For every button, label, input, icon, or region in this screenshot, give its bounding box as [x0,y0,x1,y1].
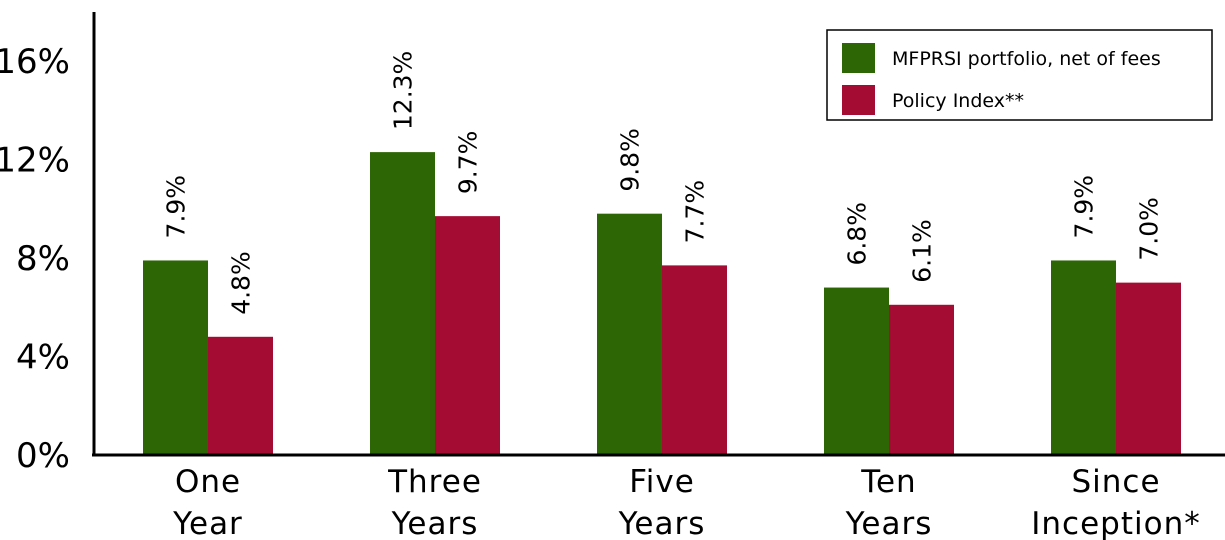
bar-policy-index [435,216,500,455]
data-label: 6.8% [843,202,872,266]
bar-portfolio [597,213,662,455]
data-label: 7.9% [1070,175,1099,239]
bars [143,152,1181,456]
legend-label-mfprsi-portfolio: MFPRSI portfolio, net of fees [892,48,1161,70]
x-category-label: One Year [172,464,243,540]
data-label: 7.9% [162,175,191,239]
y-tick-label: 4% [16,338,70,378]
bar-policy-index [208,336,273,455]
bar-policy-index [662,265,727,455]
legend-swatch-policy-index [842,85,875,115]
y-tick-label: 16% [0,42,70,82]
bar-portfolio [824,287,889,455]
x-axis-category-labels: One Year Three Years Five Years Ten Years Since I… [172,464,1200,540]
bar-portfolio [370,152,435,456]
x-category-label: Ten Years [845,464,933,540]
data-label: 7.7% [681,180,710,244]
legend-box [826,29,1213,121]
legend-label-policy-index: Policy Index** [892,90,1024,112]
legend: MFPRSI portfolio, net of fees Policy Ind… [826,29,1213,121]
data-label: 7.0% [1135,197,1164,261]
data-label: 4.8% [227,251,256,315]
y-tick-label: 8% [16,239,70,279]
bar-portfolio [1051,260,1116,455]
y-tick-label: 12% [0,141,70,181]
data-label: 9.8% [616,128,645,192]
bar-policy-index [889,304,954,455]
y-axis-tick-labels: 0% 4% 8% 12% 16% [0,42,70,476]
y-tick-label: 0% [16,436,70,476]
x-category-label: Five Years [618,464,706,540]
legend-swatch-mfprsi-portfolio [842,43,875,73]
data-label: 12.3% [389,51,418,130]
data-label: 9.7% [454,131,483,195]
data-label: 6.1% [908,219,937,283]
bar-policy-index [1116,282,1181,455]
data-labels: 7.9% 12.3% 9.8% 6.8% 7.9% 4.8% 9.7% 7.7% 6.1% 7.0… [162,51,1164,315]
x-category-label: Since Inception* [1031,464,1200,540]
bar-portfolio [143,260,208,455]
x-category-label: Three Years [387,464,482,540]
